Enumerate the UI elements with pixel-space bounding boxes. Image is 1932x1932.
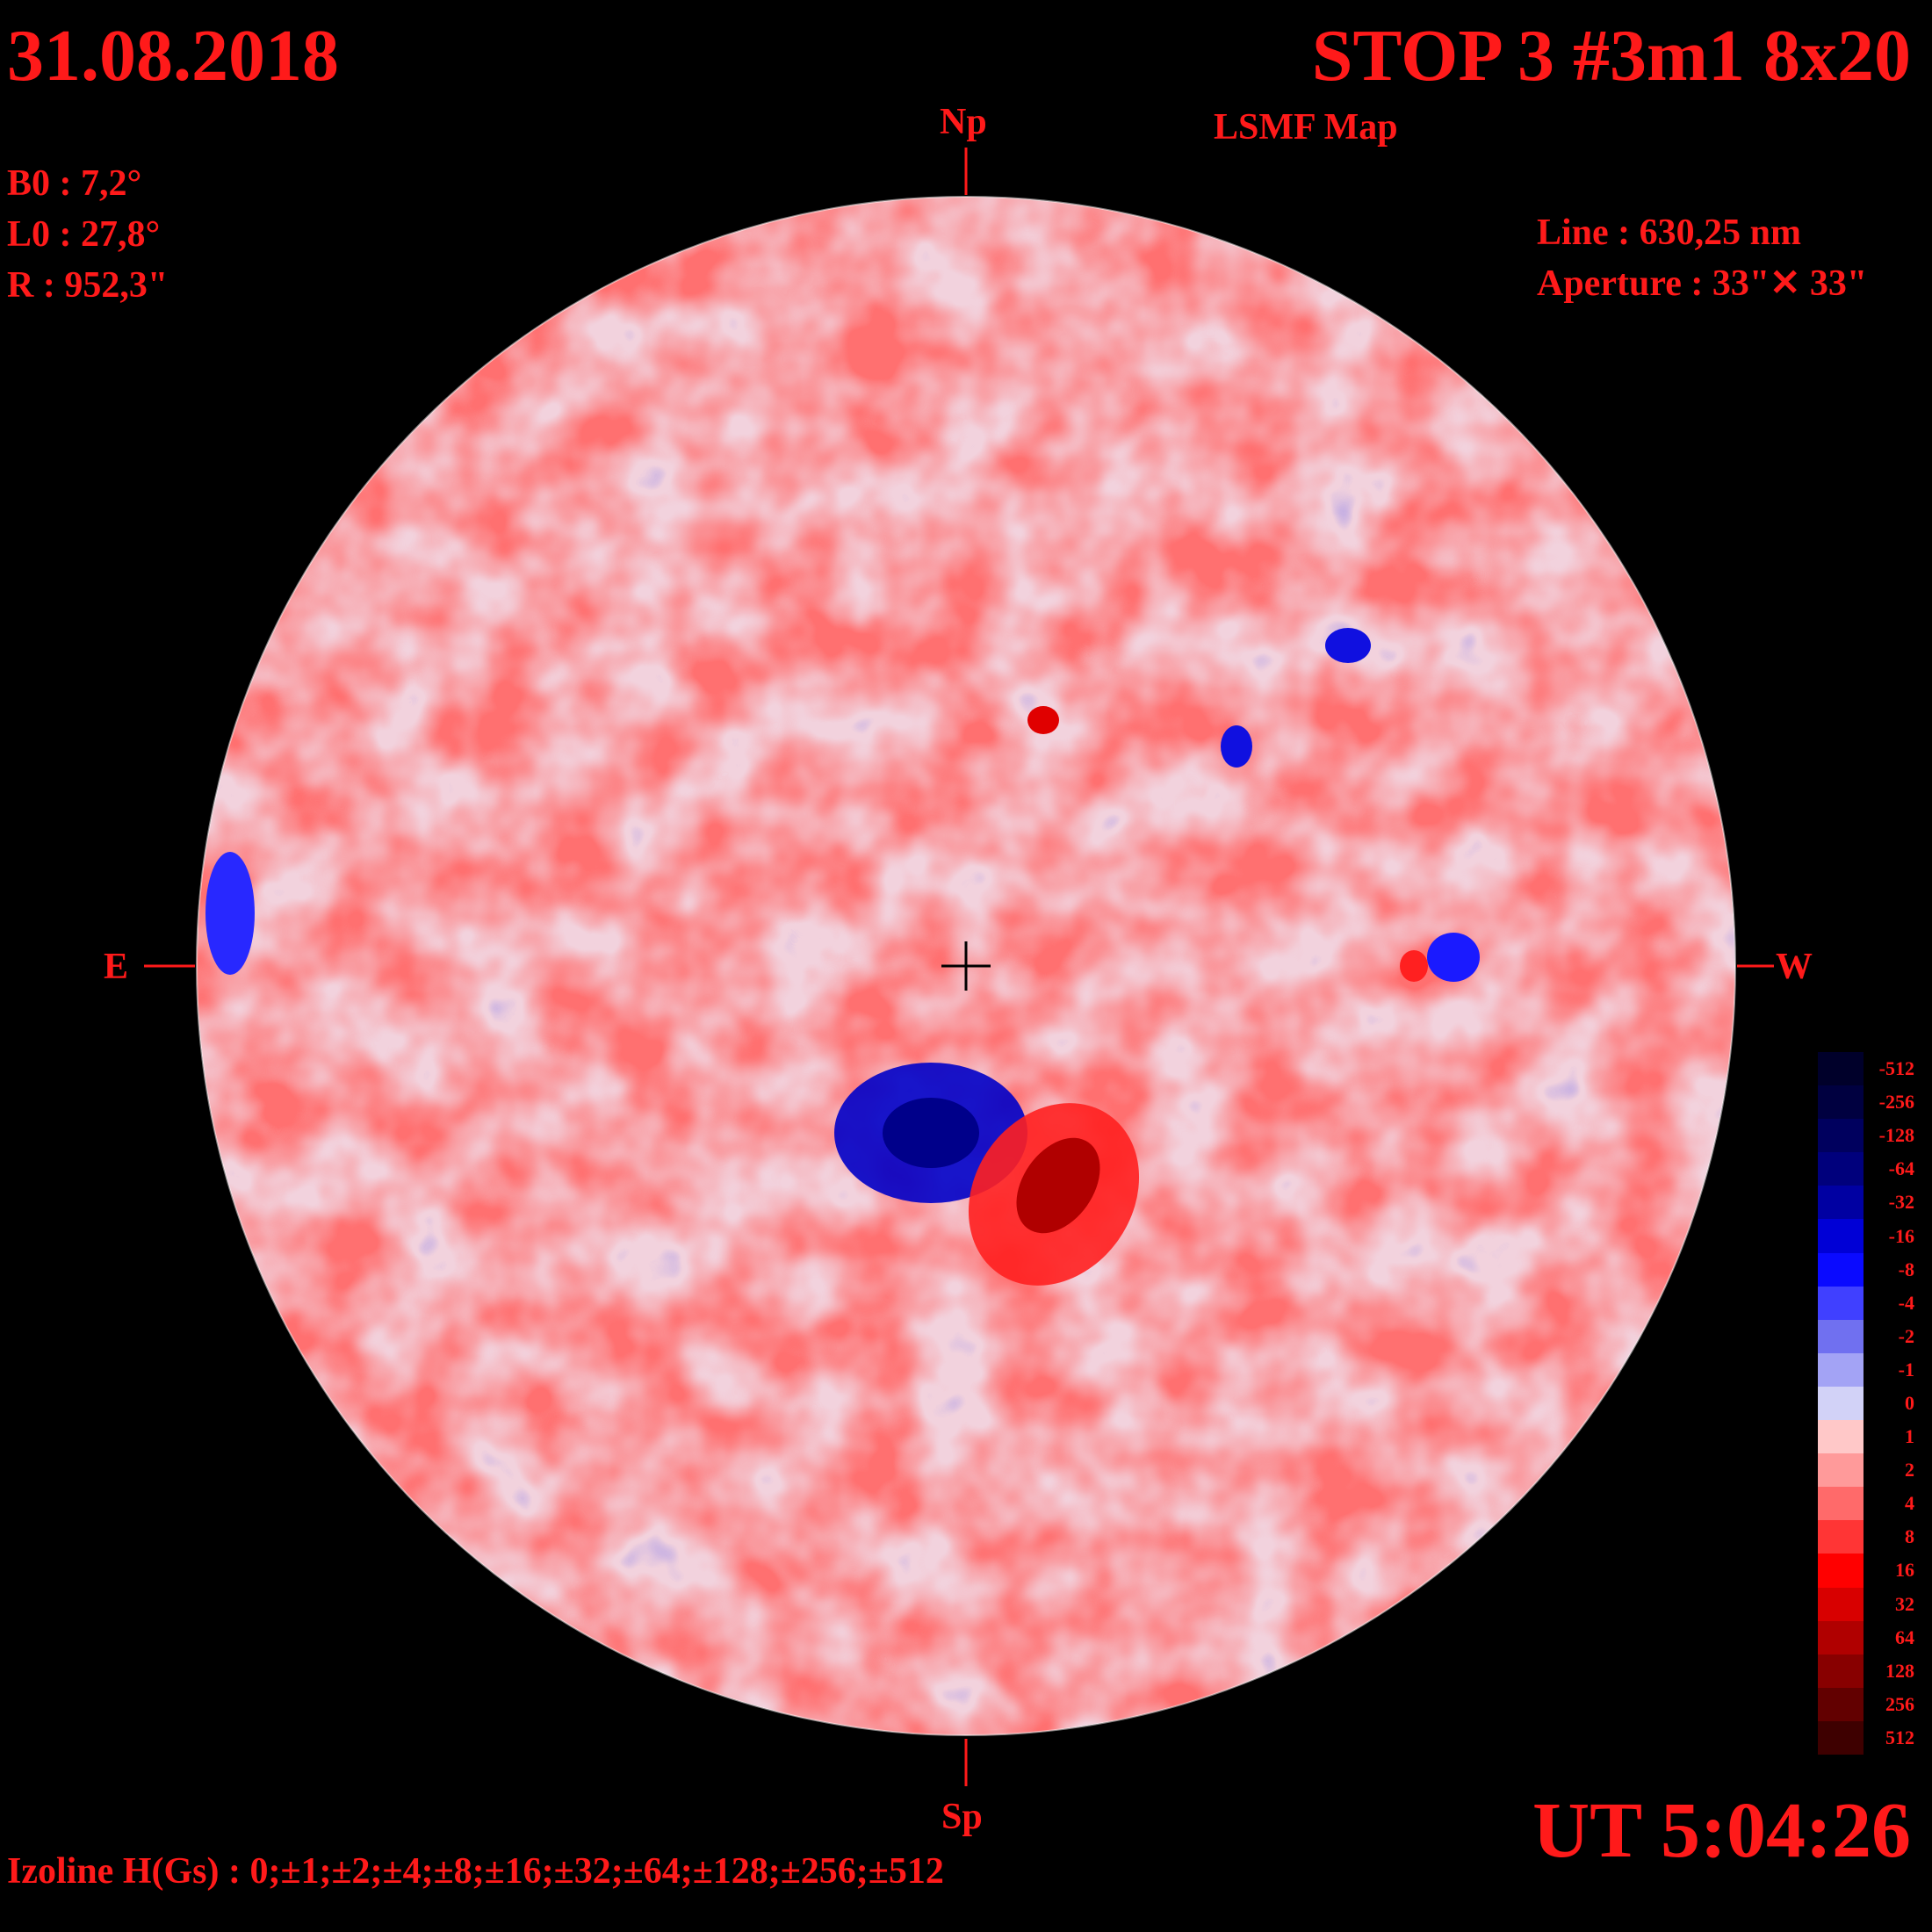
color-scale-swatch — [1818, 1487, 1864, 1521]
color-scale-label: 128 — [1885, 1659, 1914, 1682]
map-title: STOP 3 #3m1 8x20 — [1311, 15, 1911, 97]
color-scale-label: -4 — [1898, 1291, 1914, 1314]
color-scale-swatch — [1818, 1386, 1864, 1421]
observation-time: UT 5:04:26 — [1532, 1787, 1911, 1874]
blue-core-center — [883, 1098, 979, 1168]
color-scale-swatch — [1818, 1152, 1864, 1186]
color-scale-label: -128 — [1878, 1124, 1914, 1147]
color-scale-swatch — [1818, 1720, 1864, 1755]
b0-value: B0 : 7,2° — [7, 163, 142, 204]
color-scale-swatch — [1818, 1654, 1864, 1688]
color-scale-label: 2 — [1905, 1459, 1914, 1481]
direction-south: Sp — [941, 1797, 983, 1837]
observation-date: 31.08.2018 — [7, 15, 339, 97]
color-scale-label: -16 — [1888, 1224, 1914, 1247]
color-scale-swatch — [1818, 1286, 1864, 1320]
color-scale-swatch — [1818, 1119, 1864, 1153]
color-scale-swatch — [1818, 1319, 1864, 1353]
direction-north: Np — [940, 102, 987, 142]
red-core-center — [1016, 1137, 1100, 1234]
color-scale-label: 1 — [1905, 1425, 1914, 1448]
color-scale-swatch — [1818, 1520, 1864, 1554]
solar-parameters: B0 : 7,2° L0 : 27,8° R : 952,3" — [7, 158, 168, 311]
color-scale-label: -64 — [1888, 1157, 1914, 1180]
color-scale-label: 0 — [1905, 1392, 1914, 1414]
color-scale-label: 512 — [1885, 1726, 1914, 1748]
blue-region-east — [205, 852, 255, 975]
spectral-line: Line : 630,25 nm — [1537, 213, 1802, 253]
color-scale-label: 256 — [1885, 1692, 1914, 1715]
direction-west: W — [1776, 947, 1813, 987]
color-scale-label: 32 — [1895, 1592, 1914, 1615]
color-scale-bar — [1818, 1052, 1864, 1755]
color-scale-swatch — [1818, 1085, 1864, 1120]
disk-limb — [196, 196, 1736, 1736]
color-scale-label: 8 — [1905, 1525, 1914, 1548]
color-scale-label: -512 — [1878, 1057, 1914, 1080]
l0-value: L0 : 27,8° — [7, 214, 161, 255]
instrument-info: Line : 630,25 nm Aperture : 33"✕ 33" — [1537, 207, 1867, 309]
blue-spot-north — [1221, 725, 1252, 768]
blue-spot-northeast — [1325, 628, 1371, 663]
isoline-levels: Izoline H(Gs) : 0;±1;±2;±4;±8;±16;±32;±6… — [7, 1851, 944, 1892]
map-subtitle: LSMF Map — [1214, 107, 1398, 148]
color-scale-swatch — [1818, 1219, 1864, 1253]
direction-east: E — [104, 947, 129, 987]
red-spot-north — [1027, 706, 1059, 734]
color-scale-label: -8 — [1898, 1258, 1914, 1280]
color-scale-label: -1 — [1898, 1358, 1914, 1381]
color-scale-swatch — [1818, 1620, 1864, 1654]
color-scale-swatch — [1818, 1687, 1864, 1721]
color-scale-swatch — [1818, 1554, 1864, 1588]
color-scale-label: 4 — [1905, 1492, 1914, 1515]
radius-value: R : 952,3" — [7, 265, 169, 306]
color-scale-label: -2 — [1898, 1324, 1914, 1347]
color-scale-label: 64 — [1895, 1626, 1914, 1648]
red-spot-west — [1400, 950, 1428, 982]
color-scale-swatch — [1818, 1352, 1864, 1387]
color-scale-swatch — [1818, 1420, 1864, 1454]
color-scale-swatch — [1818, 1453, 1864, 1488]
color-scale-label: -32 — [1888, 1191, 1914, 1214]
color-scale-swatch — [1818, 1052, 1864, 1086]
color-scale-swatch — [1818, 1186, 1864, 1220]
aperture: Aperture : 33"✕ 33" — [1537, 263, 1868, 304]
color-scale-swatch — [1818, 1587, 1864, 1621]
blue-spot-west — [1427, 933, 1480, 982]
color-scale-swatch — [1818, 1252, 1864, 1287]
color-scale-label: 16 — [1895, 1559, 1914, 1582]
color-scale-label: -256 — [1878, 1091, 1914, 1114]
